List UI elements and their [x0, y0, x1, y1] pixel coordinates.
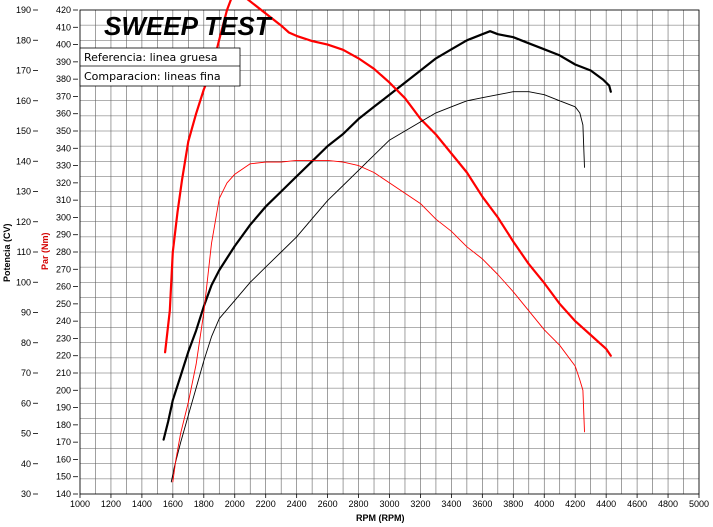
torque-tick-label: 350 [56, 126, 71, 136]
power-tick-label: 40 [21, 459, 31, 469]
x-tick-label: 4800 [658, 499, 678, 509]
power-tick-label: 190 [16, 5, 31, 15]
torque-tick-label: 180 [56, 420, 71, 430]
power-tick-label: 160 [16, 96, 31, 106]
power-tick-label: 170 [16, 66, 31, 76]
torque-tick-label: 370 [56, 91, 71, 101]
x-tick-label: 2000 [225, 499, 245, 509]
x-tick-label: 3200 [410, 499, 430, 509]
torque-tick-label: 310 [56, 195, 71, 205]
torque-tick-label: 360 [56, 109, 71, 119]
torque-tick-label: 230 [56, 333, 71, 343]
torque-tick-label: 340 [56, 143, 71, 153]
power-tick-label: 150 [16, 126, 31, 136]
power-tick-label: 90 [21, 308, 31, 318]
power-axis-label: Potencia (CV) [2, 223, 12, 282]
legend-box [79, 47, 241, 87]
power-tick-label: 130 [16, 187, 31, 197]
x-tick-label: 4000 [534, 499, 554, 509]
torque-tick-label: 190 [56, 403, 71, 413]
power-tick-label: 60 [21, 398, 31, 408]
torque-tick-label: 270 [56, 264, 71, 274]
torque-tick-label: 240 [56, 316, 71, 326]
torque-tick-label: 150 [56, 472, 71, 482]
torque-tick-label: 140 [56, 489, 71, 499]
torque-tick-label: 420 [56, 5, 71, 15]
x-tick-label: 2600 [318, 499, 338, 509]
power-tick-label: 120 [16, 217, 31, 227]
x-tick-label: 2400 [287, 499, 307, 509]
x-tick-label: 1800 [194, 499, 214, 509]
power-tick-label: 70 [21, 368, 31, 378]
x-tick-label: 4200 [565, 499, 585, 509]
torque-tick-label: 260 [56, 282, 71, 292]
torque-tick-label: 330 [56, 161, 71, 171]
series-layer [162, 0, 612, 483]
x-tick-label: 1000 [70, 499, 90, 509]
chart-title: SWEEP TEST [104, 11, 273, 41]
power-axis-ticks: 30 40 50 60 70 80 90 100 110 120 130 140 150 160 170 18… [16, 5, 38, 499]
x-tick-label: 3800 [503, 499, 523, 509]
torque-axis-ticks: 140 150 160 170 180 190 200 210 220 230 240 250 260 2… [56, 5, 78, 499]
x-tick-label: 4400 [596, 499, 616, 509]
x-tick-label: 3600 [472, 499, 492, 509]
torque-tick-label: 320 [56, 178, 71, 188]
torque-tick-label: 160 [56, 454, 71, 464]
power-tick-label: 80 [21, 338, 31, 348]
series-line-potencia-comparacion [170, 91, 585, 483]
legend: Referencia: linea gruesa Comparacion: li… [79, 47, 241, 87]
torque-tick-label: 220 [56, 351, 71, 361]
torque-tick-label: 170 [56, 437, 71, 447]
power-tick-label: 140 [16, 156, 31, 166]
x-tick-label: 1400 [132, 499, 152, 509]
x-tick-label: 2800 [349, 499, 369, 509]
torque-tick-label: 410 [56, 22, 71, 32]
torque-tick-label: 390 [56, 57, 71, 67]
torque-axis-label: Par (Nm) [40, 232, 50, 270]
x-tick-label: 2200 [256, 499, 276, 509]
torque-tick-label: 200 [56, 385, 71, 395]
series-line-par-comparacion [172, 159, 585, 483]
x-axis-ticks: 1000 1200 1400 1600 1800 2000 2200 2400 2600 2800… [70, 494, 709, 509]
x-tick-label: 1200 [101, 499, 121, 509]
power-tick-label: 180 [16, 35, 31, 45]
power-tick-label: 50 [21, 429, 31, 439]
x-tick-label: 5000 [689, 499, 709, 509]
torque-tick-label: 400 [56, 40, 71, 50]
torque-tick-label: 210 [56, 368, 71, 378]
series-line-par-referencia [164, 0, 612, 357]
torque-tick-label: 300 [56, 212, 71, 222]
power-tick-label: 30 [21, 489, 31, 499]
power-tick-label: 100 [16, 277, 31, 287]
x-tick-label: 3400 [441, 499, 461, 509]
x-tick-label: 1600 [163, 499, 183, 509]
legend-entry-reference: Referencia: linea gruesa [84, 51, 217, 64]
power-tick-label: 110 [17, 247, 31, 257]
legend-entry-comparison: Comparacion: lineas fina [84, 70, 221, 83]
torque-tick-label: 290 [56, 230, 71, 240]
torque-tick-label: 250 [56, 299, 71, 309]
x-axis-label: RPM (RPM) [356, 513, 405, 523]
x-tick-label: 4600 [627, 499, 647, 509]
torque-tick-label: 380 [56, 74, 71, 84]
x-tick-label: 3000 [379, 499, 399, 509]
torque-tick-label: 280 [56, 247, 71, 257]
